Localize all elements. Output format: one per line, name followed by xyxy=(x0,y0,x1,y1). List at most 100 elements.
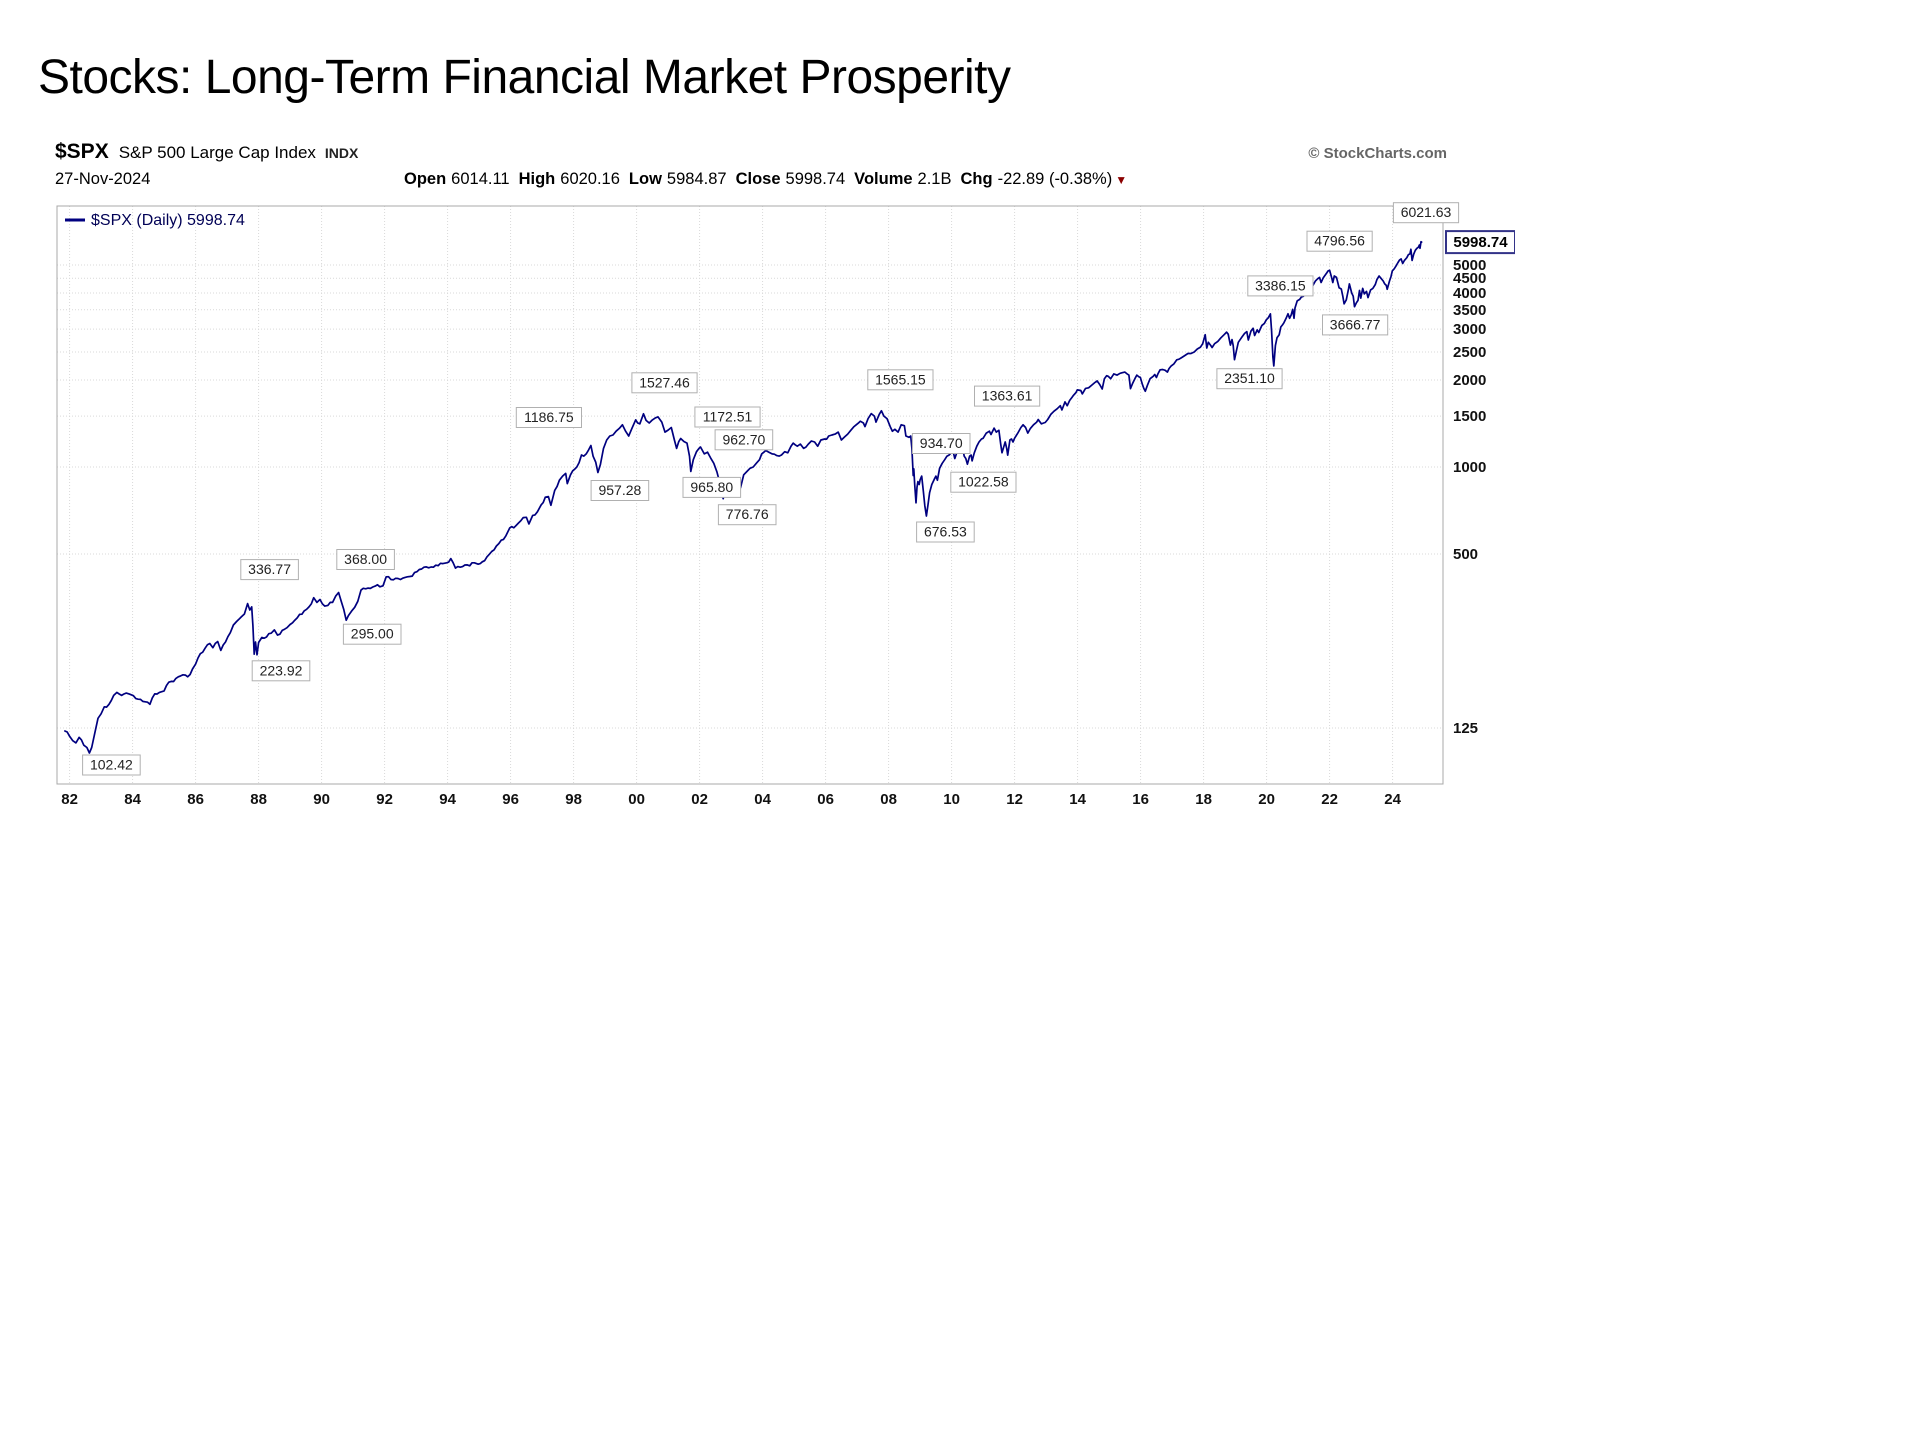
quote-field-value: -22.89 (-0.38%) xyxy=(997,170,1113,188)
annotation-label: 1527.46 xyxy=(631,372,698,394)
annotation-label: 223.92 xyxy=(251,660,311,682)
svg-text:1565.15: 1565.15 xyxy=(875,371,926,387)
svg-text:957.28: 957.28 xyxy=(598,482,641,498)
svg-text:82: 82 xyxy=(61,791,78,808)
gridlines xyxy=(57,206,1443,784)
svg-text:3000: 3000 xyxy=(1453,321,1486,338)
chart-header: $SPX S&P 500 Large Cap Index INDX © Stoc… xyxy=(55,140,1447,196)
svg-text:1186.75: 1186.75 xyxy=(524,409,574,425)
legend: $SPX (Daily) 5998.74 xyxy=(65,212,245,229)
svg-text:96: 96 xyxy=(502,791,519,808)
svg-text:98: 98 xyxy=(565,791,582,808)
quote-field-value: 5998.74 xyxy=(785,170,846,188)
quote-field-value: 6020.16 xyxy=(560,170,620,188)
svg-text:5998.74: 5998.74 xyxy=(1453,234,1508,251)
annotation-label: 676.53 xyxy=(916,521,975,543)
annotation-label: 1186.75 xyxy=(515,407,582,428)
annotation-label: 962.70 xyxy=(714,429,774,451)
svg-text:22: 22 xyxy=(1321,791,1338,808)
annotation-label: 3386.15 xyxy=(1247,275,1314,297)
exchange-label: INDX xyxy=(324,145,359,161)
svg-text:88: 88 xyxy=(250,791,267,808)
price-line xyxy=(64,240,1423,754)
svg-text:3386.15: 3386.15 xyxy=(1255,277,1306,293)
svg-text:14: 14 xyxy=(1069,791,1086,808)
annotation-label: 776.76 xyxy=(717,504,777,526)
svg-text:2000: 2000 xyxy=(1453,372,1486,389)
svg-text:4796.56: 4796.56 xyxy=(1314,233,1365,249)
svg-text:965.80: 965.80 xyxy=(690,479,733,495)
quote-field-label: Open xyxy=(404,170,447,188)
quote-row: 27-Nov-2024 Open 6014.11 High 6020.16 Low 598… xyxy=(55,170,1447,196)
annotation-label: 4796.56 xyxy=(1306,230,1373,252)
svg-text:24: 24 xyxy=(1384,791,1401,808)
svg-text:3500: 3500 xyxy=(1453,302,1486,319)
stockcharts-credit: © StockCharts.com xyxy=(1308,145,1447,162)
annotation-label: 1565.15 xyxy=(867,369,934,391)
svg-text:02: 02 xyxy=(691,791,708,808)
annotation-label: 6021.63 xyxy=(1392,202,1460,224)
svg-text:12: 12 xyxy=(1006,791,1023,808)
svg-text:676.53: 676.53 xyxy=(924,524,967,540)
stockchart: $SPX S&P 500 Large Cap Index INDX © Stoc… xyxy=(55,140,1525,838)
svg-text:92: 92 xyxy=(376,791,393,808)
annotation-label: 1172.51 xyxy=(694,406,761,428)
svg-text:2500: 2500 xyxy=(1453,344,1486,361)
down-triangle-icon: ▼ xyxy=(1115,173,1128,187)
svg-text:00: 00 xyxy=(628,791,645,808)
svg-text:295.00: 295.00 xyxy=(351,626,394,642)
quote-field-label: Close xyxy=(735,170,781,188)
quote-field-label: Chg xyxy=(960,170,993,188)
svg-text:776.76: 776.76 xyxy=(726,506,769,522)
x-axis-labels: 82 84 86 88 90 92 94 96 98 00 02 04 06 08 10 12 14 16 18 20… xyxy=(61,791,1401,808)
chart-date: 27-Nov-2024 xyxy=(55,170,151,188)
svg-text:6021.63: 6021.63 xyxy=(1401,204,1452,220)
ticker-symbol: $SPX xyxy=(55,140,109,163)
last-price-tag: 5998.74 xyxy=(1445,230,1515,255)
quote-field-label: High xyxy=(518,170,556,188)
svg-text:102.42: 102.42 xyxy=(90,757,133,773)
annotation-label: 934.70 xyxy=(911,433,971,454)
plot-frame xyxy=(56,205,1444,785)
annotation-label: 102.42 xyxy=(82,754,141,776)
annotation-label: 336.77 xyxy=(240,559,299,581)
svg-text:1363.61: 1363.61 xyxy=(982,388,1033,404)
svg-text:125: 125 xyxy=(1453,720,1478,737)
quote-field-label: Low xyxy=(628,170,662,188)
svg-text:1022.58: 1022.58 xyxy=(958,474,1009,490)
svg-text:20: 20 xyxy=(1258,791,1275,808)
svg-text:84: 84 xyxy=(124,791,141,808)
annotation-label: 1022.58 xyxy=(950,471,1017,493)
quote-field-value: 2.1B xyxy=(917,170,952,188)
svg-text:04: 04 xyxy=(754,791,771,808)
quote-field-value: 5984.87 xyxy=(666,170,727,188)
annotation-label: 368.00 xyxy=(336,549,395,570)
svg-text:336.77: 336.77 xyxy=(248,561,291,577)
annotation-label: 2351.10 xyxy=(1216,368,1283,390)
svg-text:4500: 4500 xyxy=(1453,270,1486,287)
annotation-label: 295.00 xyxy=(342,623,402,645)
svg-text:10: 10 xyxy=(943,791,960,808)
svg-text:90: 90 xyxy=(313,791,330,808)
svg-text:500: 500 xyxy=(1453,546,1478,563)
svg-text:08: 08 xyxy=(880,791,897,808)
price-chart: 82 84 86 88 90 92 94 96 98 00 02 04 06 08 10 12 14 16 18 20… xyxy=(56,202,1515,808)
chart-title-row: $SPX S&P 500 Large Cap Index INDX © Stoc… xyxy=(55,140,1447,170)
svg-text:1527.46: 1527.46 xyxy=(639,374,690,390)
index-name: S&P 500 Large Cap Index xyxy=(118,143,316,162)
svg-text:4000: 4000 xyxy=(1453,285,1486,302)
svg-text:$SPX (Daily) 5998.74: $SPX (Daily) 5998.74 xyxy=(91,212,245,229)
svg-text:94: 94 xyxy=(439,791,456,808)
page-title: Stocks: Long-Term Financial Market Prosp… xyxy=(38,51,1011,104)
svg-text:1000: 1000 xyxy=(1453,459,1486,476)
svg-text:86: 86 xyxy=(187,791,204,808)
svg-text:1172.51: 1172.51 xyxy=(703,409,753,425)
svg-text:5000: 5000 xyxy=(1453,257,1486,274)
svg-text:06: 06 xyxy=(817,791,834,808)
svg-text:934.70: 934.70 xyxy=(920,435,963,451)
annotation-label: 957.28 xyxy=(590,480,650,501)
svg-text:223.92: 223.92 xyxy=(260,662,303,678)
quote-field-label: Volume xyxy=(854,170,913,188)
